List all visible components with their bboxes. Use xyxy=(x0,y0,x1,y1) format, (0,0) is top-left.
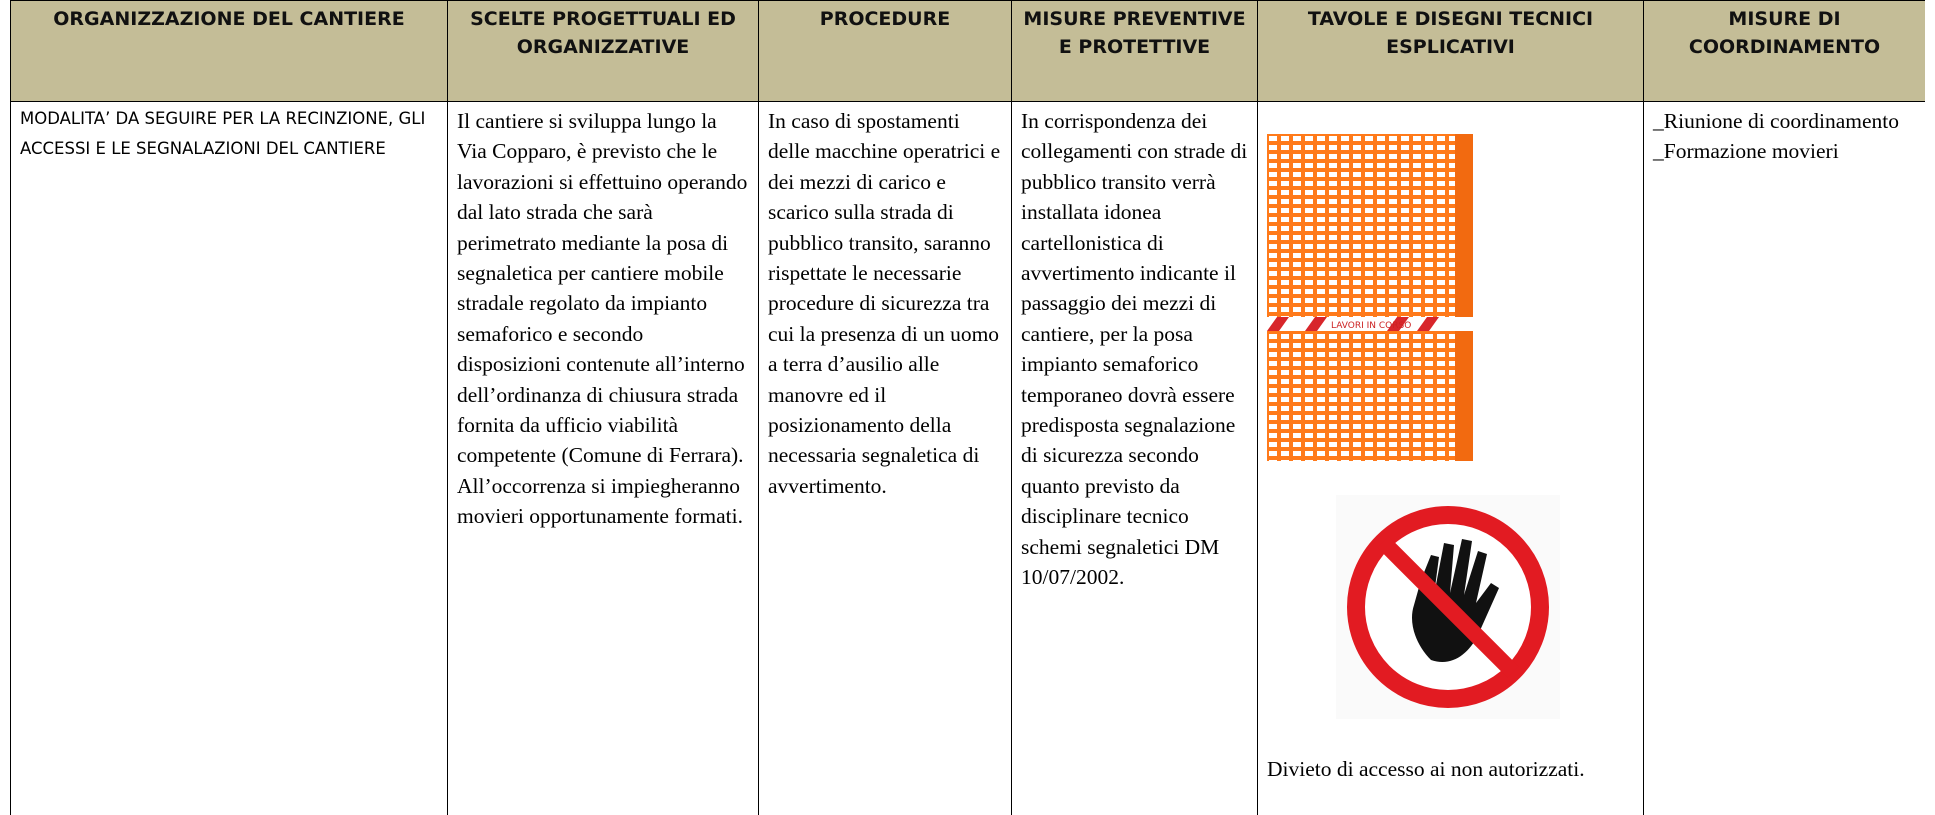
header-row: ORGANIZZAZIONE DEL CANTIERE SCELTE PROGE… xyxy=(10,0,1925,102)
header-cell: MISURE PREVENTIVE E PROTETTIVE xyxy=(1011,0,1258,102)
header-cell: PROCEDURE xyxy=(758,0,1012,102)
cell: In corrispondenza dei collegamenti con s… xyxy=(1011,101,1258,815)
header-cell: ORGANIZZAZIONE DEL CANTIERE xyxy=(10,0,448,102)
cell: In caso di spostamenti delle macchine op… xyxy=(758,101,1012,815)
cell: _Riunione di coordinamento _Formazione m… xyxy=(1643,101,1925,815)
table: ORGANIZZAZIONE DEL CANTIERE SCELTE PROGE… xyxy=(10,0,1925,815)
header-cell: SCELTE PROGETTUALI ED ORGANIZZATIVE xyxy=(447,0,759,102)
no-entry-sign xyxy=(1336,495,1560,719)
body-row: MODALITA’ DA SEGUIRE PER LA RECINZIONE, … xyxy=(10,101,1925,815)
tape-text: LAVORI IN CORSO xyxy=(1331,321,1411,331)
list-item: _Riunione di coordinamento xyxy=(1653,109,1900,133)
cell: Il cantiere si sviluppa lungo la Via Cop… xyxy=(447,101,759,815)
header-cell: TAVOLE E DISEGNI TECNICI ESPLICATIVI xyxy=(1257,0,1644,102)
caption: Divieto di accesso ai non autorizzati. xyxy=(1267,757,1585,781)
cell: LAVORI IN CORSO Divieto di accesso ai no… xyxy=(1257,101,1644,815)
fence-image: LAVORI IN CORSO xyxy=(1267,134,1473,461)
header-cell: MISURE DI COORDINAMENTO xyxy=(1643,0,1925,102)
list-item: _Formazione movieri xyxy=(1653,139,1839,164)
cell: MODALITA’ DA SEGUIRE PER LA RECINZIONE, … xyxy=(10,101,448,815)
document: ORGANIZZAZIONE DEL CANTIERE SCELTE PROGE… xyxy=(10,0,1925,815)
tape: LAVORI IN CORSO xyxy=(1267,317,1473,331)
